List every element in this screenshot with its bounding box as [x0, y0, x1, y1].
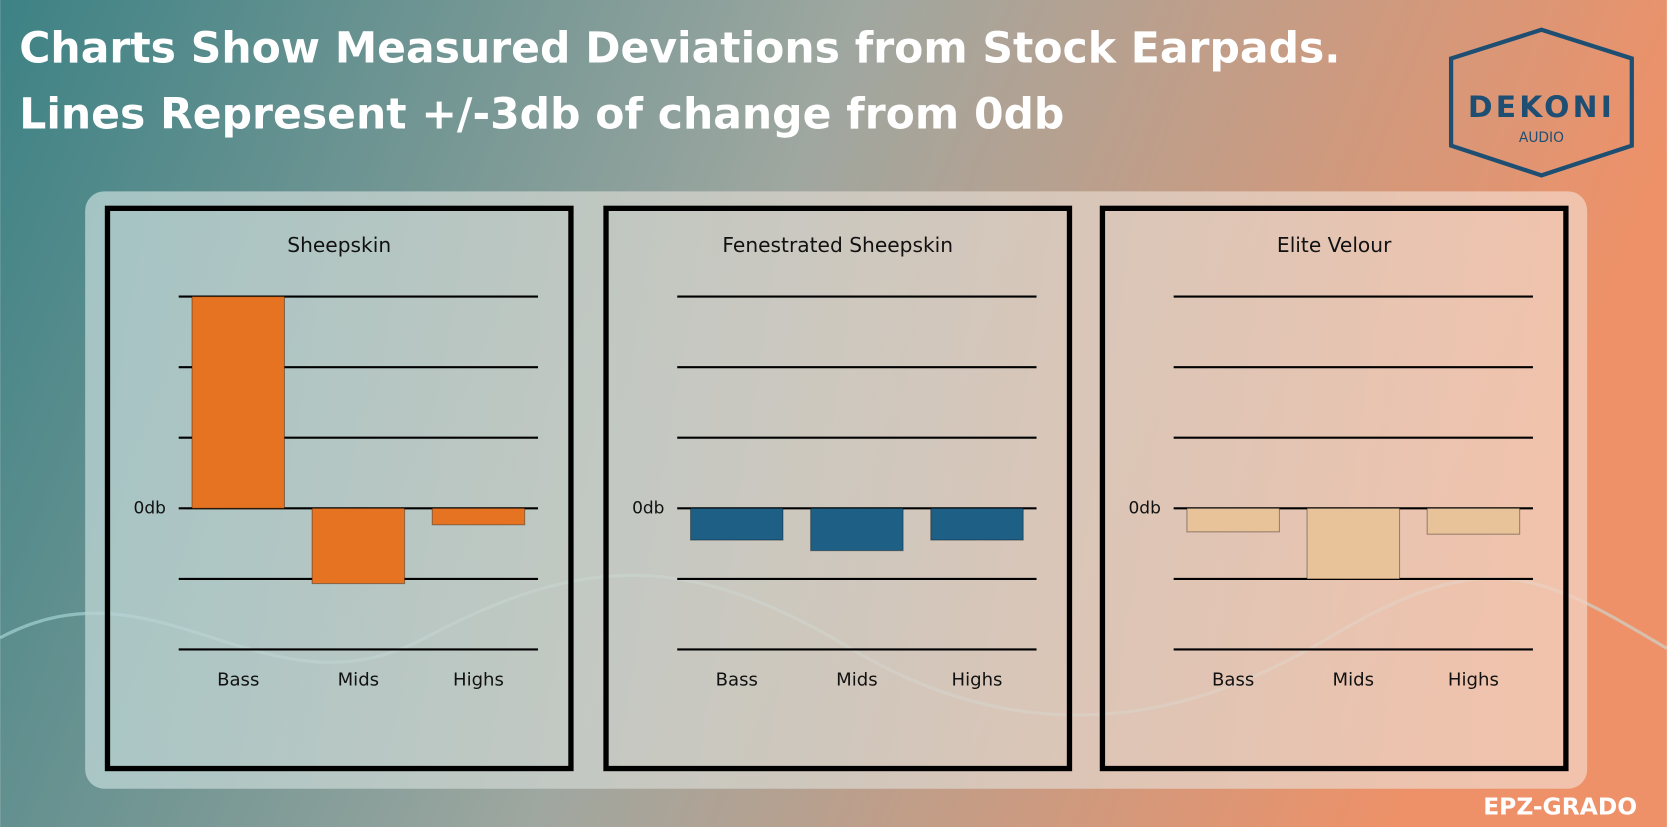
logo-name: DEKONI: [1468, 90, 1615, 125]
bar: [311, 507, 406, 585]
chart-title: Elite Velour: [1277, 233, 1392, 257]
x-tick-label: Highs: [952, 669, 1003, 690]
logo: DEKONI AUDIO: [1448, 27, 1634, 178]
y-tick-label: 0db: [134, 498, 166, 518]
y-tick-label: 0db: [632, 498, 664, 518]
chart: Fenestrated Sheepskin 0db Bass Mids Highs: [603, 205, 1073, 772]
logo-frame: [1448, 27, 1634, 178]
bar: [1306, 507, 1401, 580]
x-tick-label: Highs: [453, 669, 504, 690]
y-tick-label: 0db: [1128, 498, 1160, 518]
x-tick-label: Bass: [1212, 669, 1254, 690]
bar: [1426, 507, 1521, 535]
chart-frame: [603, 205, 1073, 772]
panel: [85, 191, 1588, 789]
chart-frame: [1099, 205, 1569, 772]
footer: EPZ-GRADO: [1483, 792, 1637, 820]
x-tick-label: Bass: [217, 669, 259, 690]
chart: Elite Velour 0db Bass Mids Highs: [1099, 205, 1569, 772]
x-tick-label: Mids: [1333, 669, 1374, 690]
bar: [810, 507, 904, 552]
chart: Sheepskin 0db Bass Mids Highs: [104, 205, 574, 772]
x-tick-label: Bass: [716, 669, 758, 690]
bar: [689, 507, 784, 541]
chart-title: Sheepskin: [287, 233, 391, 257]
logo-sub: AUDIO: [1519, 130, 1564, 146]
bar: [930, 507, 1024, 541]
bar: [431, 507, 526, 526]
title-line: Charts Show Measured Deviations from Sto…: [19, 25, 1340, 74]
bar: [1186, 507, 1280, 533]
chart-frame: [104, 205, 574, 772]
title-line: Lines Represent +/-3db of change from 0d…: [19, 90, 1064, 139]
x-tick-label: Mids: [338, 669, 379, 690]
x-tick-label: Highs: [1448, 669, 1499, 690]
x-tick-label: Mids: [836, 669, 877, 690]
bar: [191, 296, 286, 509]
chart-title: Fenestrated Sheepskin: [722, 233, 953, 257]
